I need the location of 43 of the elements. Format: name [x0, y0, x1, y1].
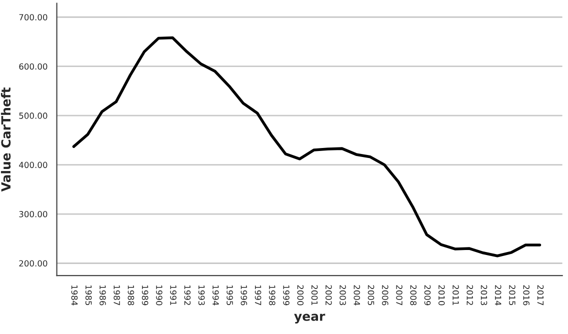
x-tick-label: 2014 — [494, 285, 502, 306]
x-tick-label: 2016 — [523, 285, 530, 306]
y-axis-title: Value CarTheft — [0, 87, 11, 192]
y-tick-label: 300.00 — [19, 211, 48, 218]
x-tick-label: 1991 — [170, 285, 176, 306]
y-tick-label: 700.00 — [19, 14, 48, 20]
x-tick-label: 2006 — [382, 285, 388, 306]
x-tick-label: 1995 — [226, 285, 233, 306]
x-tick-label: 1985 — [85, 285, 92, 306]
x-tick-label: 2008 — [410, 285, 417, 306]
x-tick-label: 1994 — [212, 285, 219, 306]
x-tick-label: 2000 — [297, 285, 304, 306]
x-tick-label: 2002 — [326, 285, 332, 305]
x-tick-label: 2007 — [396, 285, 402, 306]
x-tick-label: 1998 — [269, 285, 276, 306]
x-tick-label: 1992 — [184, 285, 191, 305]
x-tick-label: 2015 — [509, 285, 516, 306]
x-tick-label: 2005 — [368, 285, 374, 306]
x-tick-label: 1984 — [71, 285, 78, 306]
y-tick-label: 500.00 — [19, 112, 48, 119]
x-tick-label: 2017 — [537, 285, 544, 306]
x-tick-label: 1993 — [198, 285, 205, 306]
x-tick-label: 2001 — [311, 285, 318, 306]
x-tick-label: 1990 — [156, 285, 162, 306]
y-tick-label: 400.00 — [19, 162, 48, 168]
x-tick-label: 2003 — [340, 285, 346, 306]
x-axis-title: year — [294, 314, 326, 324]
x-tick-label: 2010 — [438, 285, 445, 306]
x-tick-label: 1987 — [114, 285, 120, 306]
x-tick-label: 2011 — [452, 285, 459, 306]
x-tick-label: 1989 — [142, 285, 148, 306]
x-tick-label: 2009 — [424, 285, 431, 306]
x-tick-label: 2012 — [466, 285, 474, 305]
x-tick-label: 1996 — [240, 285, 248, 306]
y-tick-label: 600.00 — [19, 63, 48, 70]
x-tick-label: 2013 — [480, 285, 488, 306]
line-series — [72, 36, 542, 258]
x-tick-label: 1988 — [128, 285, 134, 306]
x-tick-label: 2004 — [354, 285, 360, 306]
x-tick-label: 1986 — [100, 285, 106, 306]
x-tick-label: 1997 — [254, 285, 262, 306]
x-tick-label: 1999 — [283, 285, 290, 306]
y-tick-label: 200.00 — [19, 260, 48, 267]
